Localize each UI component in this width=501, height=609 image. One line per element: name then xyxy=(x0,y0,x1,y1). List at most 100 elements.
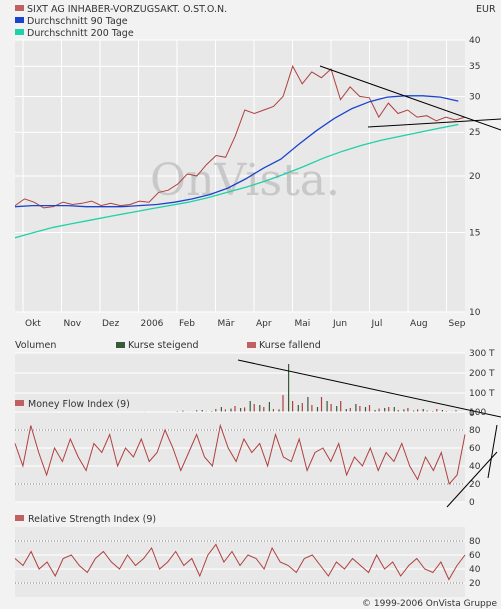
volume-bar xyxy=(263,407,265,413)
price-x-tick-label: Jul xyxy=(371,319,383,329)
mfi-trendline-a xyxy=(446,451,498,508)
price-x-tick-label: Aug xyxy=(410,319,428,329)
volume-bar xyxy=(320,397,323,413)
price-y-tick-label: 30 xyxy=(469,92,481,102)
rsi-plot-area xyxy=(15,527,465,597)
volume-bar xyxy=(301,403,303,413)
volume-bar xyxy=(417,409,419,413)
price-x-tick-label: Dez xyxy=(102,319,119,329)
mfi-y-tick-label: 100 xyxy=(469,408,486,418)
volume-bar xyxy=(384,408,386,413)
volume-y-tick-label: 200 T xyxy=(469,369,495,379)
volume-bar xyxy=(388,407,390,413)
volume-bar xyxy=(326,401,328,413)
volume-bar xyxy=(253,404,255,413)
volume-bar xyxy=(316,407,319,413)
volume-title: Volumen xyxy=(15,340,56,351)
volume-bar xyxy=(268,402,270,413)
volume-bar xyxy=(422,409,424,413)
volume-bar xyxy=(272,409,274,413)
mfi-trendlines xyxy=(446,424,498,508)
price-x-tick-label: Sep xyxy=(449,319,466,329)
volume-plot-area xyxy=(15,353,465,413)
price-x-tick-label: Jun xyxy=(332,319,347,329)
volume-bar xyxy=(292,401,294,413)
rsi-y-tick-label: 20 xyxy=(469,579,481,589)
price-series-line-0 xyxy=(14,64,466,209)
volume-legend: Volumen Kurse steigend Kurse fallend xyxy=(15,340,321,351)
price-series-line-1 xyxy=(14,95,459,208)
price-x-axis: Okt Nov Dez 2006 Feb Mär Apr Mai Jun Jul Aug Sep xyxy=(25,319,466,329)
volume-bar xyxy=(393,407,395,413)
volume-bar xyxy=(282,395,284,413)
volume-bar xyxy=(311,405,313,413)
volume-bar xyxy=(215,409,217,413)
volume-bar xyxy=(240,408,242,413)
volume-bar xyxy=(220,407,222,413)
price-x-tick-label: Feb xyxy=(179,319,195,329)
volume-bar xyxy=(345,409,347,413)
mfi-series xyxy=(14,423,466,486)
volume-bar xyxy=(288,364,290,413)
volume-bar xyxy=(230,408,232,413)
price-x-tick-label: Apr xyxy=(256,319,272,329)
volume-bar xyxy=(407,408,409,413)
volume-trendline xyxy=(237,359,501,418)
volume-legend-down-swatch xyxy=(247,342,256,348)
volume-bar xyxy=(249,401,251,413)
price-y-tick-label: 25 xyxy=(469,128,480,138)
copyright: © 1999-2006 OnVista Gruppe xyxy=(362,599,497,609)
price-y-tick-label: 40 xyxy=(469,36,481,46)
rsi-y-tick-label: 80 xyxy=(469,537,481,547)
volume-bar xyxy=(359,406,361,413)
price-legend-label-1: Durchschnitt 90 Tage xyxy=(27,16,128,27)
mfi-y-tick-label: 0 xyxy=(469,498,475,508)
volume-bar xyxy=(355,404,357,413)
rsi-grid xyxy=(15,540,465,584)
price-legend-swatch-2 xyxy=(15,29,24,35)
mfi-y-tick-label: 40 xyxy=(469,462,481,472)
volume-bar xyxy=(224,409,226,413)
volume-y-tick-label: 300 T xyxy=(469,349,495,359)
rsi-series xyxy=(14,543,466,581)
volume-bar xyxy=(364,407,367,413)
volume-bar xyxy=(340,401,342,413)
price-y-tick-label: 10 xyxy=(469,308,481,318)
rsi-legend-swatch xyxy=(15,515,24,521)
price-legend-swatch-0 xyxy=(15,5,24,11)
volume-bar xyxy=(403,409,405,413)
volume-bar xyxy=(368,405,371,413)
volume-bar xyxy=(244,407,246,413)
price-legend-label-0: SIXT AG INHABER-VORZUGSAKT. O.ST.O.N. xyxy=(27,4,227,15)
rsi-y-tick-label: 40 xyxy=(469,565,481,575)
volume-legend-up-label: Kurse steigend xyxy=(128,340,199,351)
rsi-line xyxy=(14,543,466,581)
price-legend-swatch-1 xyxy=(15,17,24,23)
mfi-legend-swatch xyxy=(15,400,24,406)
volume-bar xyxy=(278,409,280,413)
volume-bar xyxy=(297,405,299,413)
volume-bar xyxy=(330,404,332,413)
volume-bar xyxy=(307,397,309,413)
price-y-tick-label: 20 xyxy=(469,172,481,182)
volume-bar xyxy=(349,408,351,413)
mfi-grid xyxy=(15,411,465,503)
rsi-y-axis: 20 40 60 80 xyxy=(469,537,481,589)
volume-legend-down-label: Kurse fallend xyxy=(259,340,321,351)
mfi-line xyxy=(14,423,466,486)
price-x-tick-label: Okt xyxy=(25,319,41,329)
price-grid xyxy=(15,39,465,313)
price-x-tick-label: Mär xyxy=(218,319,235,329)
price-legend-label-2: Durchschnitt 200 Tage xyxy=(27,28,134,39)
mfi-y-axis: 0 20 40 60 80 100 xyxy=(469,408,486,508)
price-y-tick-label: 35 xyxy=(469,62,480,72)
volume-bar xyxy=(259,405,261,413)
trendline-lower xyxy=(367,118,501,128)
volume-bar xyxy=(336,406,338,413)
mfi-y-tick-label: 80 xyxy=(469,426,481,436)
price-x-tick-label: Mai xyxy=(295,319,311,329)
mfi-y-tick-label: 60 xyxy=(469,444,481,454)
mfi-y-tick-label: 20 xyxy=(469,480,481,490)
price-trendlines xyxy=(319,65,501,131)
